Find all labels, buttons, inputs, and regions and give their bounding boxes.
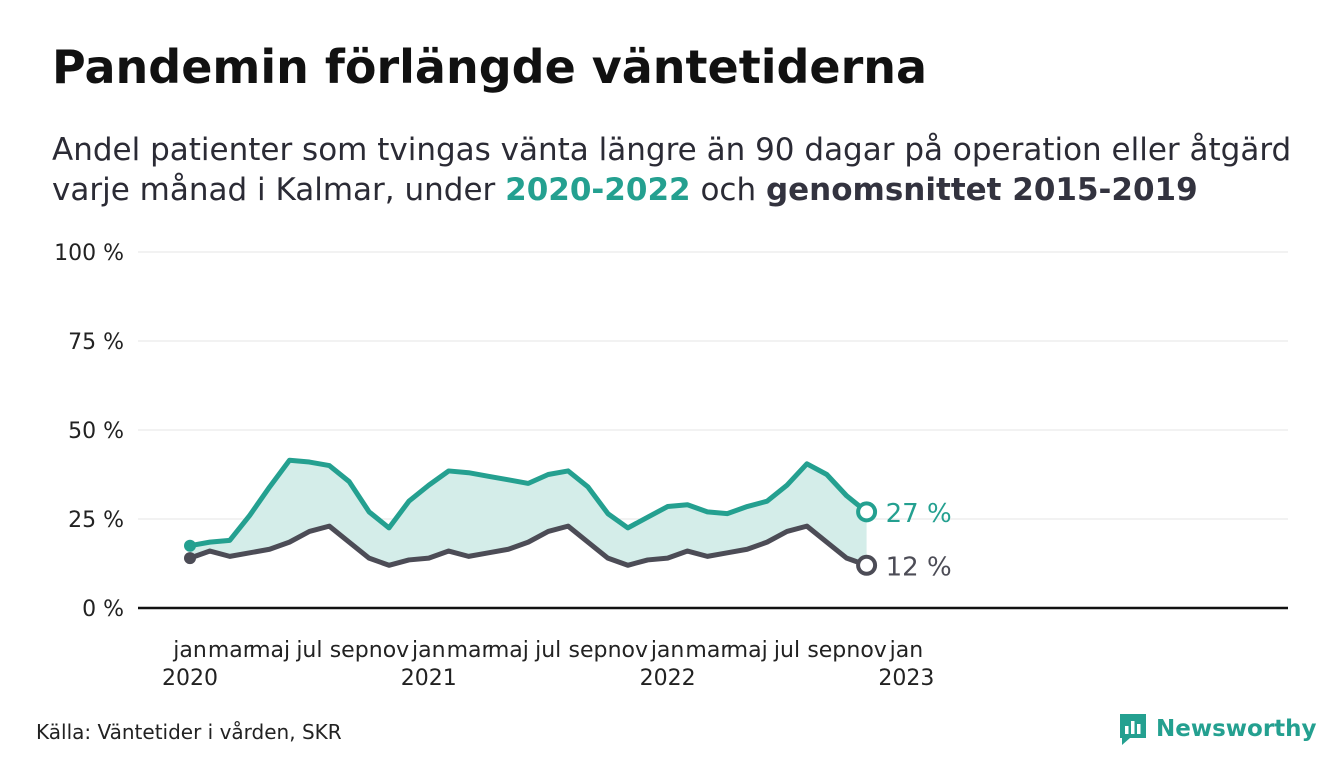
subtitle-highlight-series-a: 2020-2022: [505, 172, 691, 208]
area-between-series: [190, 460, 867, 566]
end-label-highlight: 27 %: [886, 499, 952, 529]
x-tick-label: sep: [569, 638, 608, 663]
x-tick-label: jul: [295, 638, 322, 663]
series-line-highlight: [187, 457, 870, 549]
x-tick-label: nov: [369, 638, 409, 663]
bar-chart-logo-icon: [1120, 714, 1146, 745]
series-start-point: [184, 539, 196, 552]
x-tick-year-label: 2023: [878, 666, 934, 691]
y-tick-label: 75 %: [68, 330, 124, 355]
x-tick-label: maj: [488, 638, 529, 663]
x-tick-label: jan: [411, 638, 446, 663]
series-end-point-baseline: [856, 554, 878, 576]
brand-logo: Newsworthy: [1118, 712, 1317, 746]
x-tick-label: jan: [172, 638, 207, 663]
x-tick-label: maj: [727, 638, 768, 663]
x-tick-year-label: 2020: [162, 666, 218, 691]
x-tick-year-label: 2022: [640, 666, 696, 691]
subtitle-line1: Andel patienter som tvingas vänta längre…: [52, 132, 1292, 168]
series-start-point: [184, 552, 196, 565]
x-tick-label: jul: [773, 638, 800, 663]
x-tick-label: mar: [208, 638, 253, 663]
x-tick-label: jan: [889, 638, 924, 663]
x-tick-year-label: 2021: [401, 666, 457, 691]
x-tick-label: nov: [846, 638, 886, 663]
x-tick-label: nov: [608, 638, 648, 663]
series-end-point-highlight: [856, 501, 878, 523]
y-tick-label: 100 %: [54, 241, 124, 266]
x-tick-label: jan: [650, 638, 685, 663]
brand-name: Newsworthy: [1156, 716, 1317, 742]
x-tick-label: sep: [807, 638, 846, 663]
x-tick-label: mar: [685, 638, 730, 663]
chart-subtitle: Andel patienter som tvingas vänta längre…: [52, 130, 1340, 210]
y-tick-label: 0 %: [82, 597, 124, 622]
y-tick-label: 25 %: [68, 508, 124, 533]
y-tick-label: 50 %: [68, 419, 124, 444]
x-tick-label: mar: [447, 638, 492, 663]
x-tick-label: maj: [249, 638, 290, 663]
x-tick-label: jul: [534, 638, 561, 663]
subtitle-highlight-series-b: genomsnittet 2015-2019: [765, 172, 1198, 208]
end-label-baseline: 12 %: [886, 552, 952, 582]
source-note: Källa: Väntetider i vården, SKR: [36, 720, 342, 744]
series-line-baseline: [187, 523, 870, 568]
x-tick-label: sep: [330, 638, 369, 663]
chart-title: Pandemin förlängde väntetiderna: [52, 40, 928, 94]
subtitle-prefix: varje månad i Kalmar, under: [52, 172, 506, 208]
subtitle-mid: och: [690, 172, 766, 208]
